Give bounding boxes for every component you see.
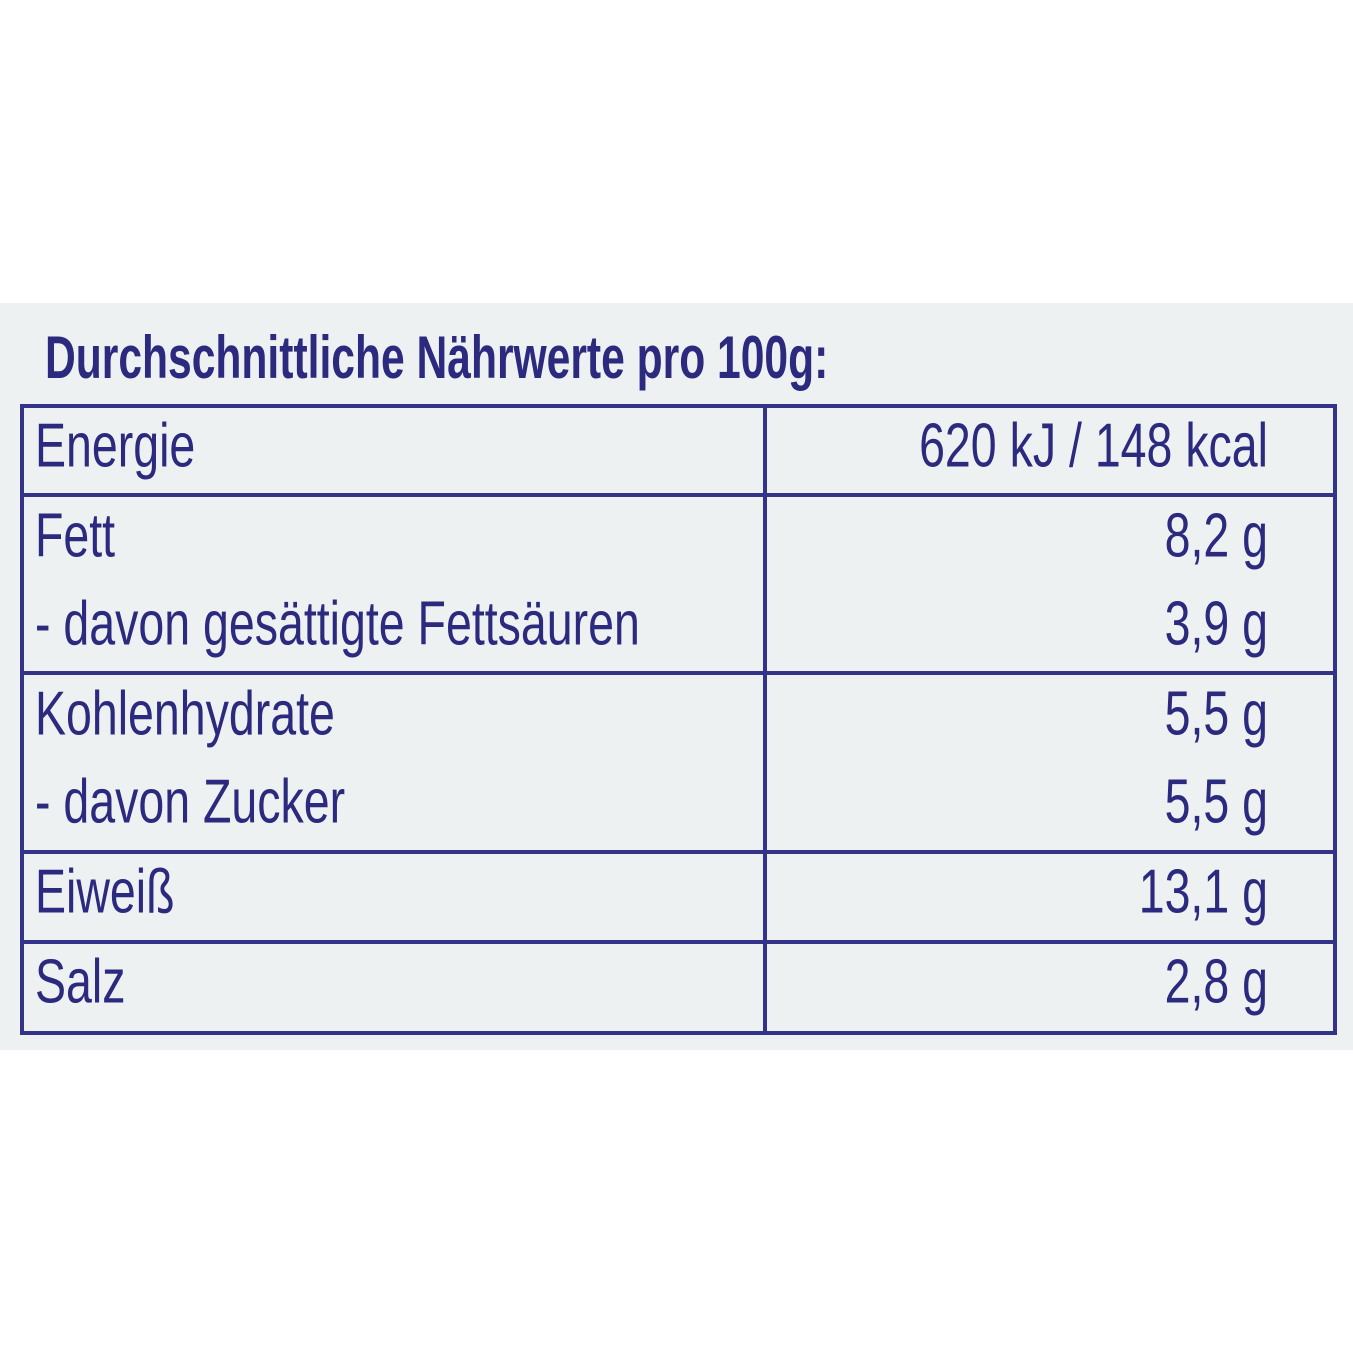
row-label: - davon gesättigte Fettsäuren	[35, 588, 640, 658]
table-frame	[20, 404, 1337, 1035]
row-value: 3,9 g	[1165, 588, 1268, 658]
row-label: Energie	[35, 410, 195, 480]
row-label: Salz	[35, 946, 125, 1016]
row-value: 5,5 g	[1165, 678, 1268, 748]
row-label: Kohlenhydrate	[35, 678, 335, 748]
table-body: Energie 620 kJ / 148 kcal Fett 8,2 g - davon…	[35, 410, 1268, 1016]
label-background	[0, 303, 1353, 1050]
row-value: 5,5 g	[1165, 766, 1268, 836]
table-title: Durchschnittliche Nährwerte pro 100g:	[45, 325, 828, 392]
row-value: 13,1 g	[1139, 856, 1268, 926]
row-label: Eiweiß	[35, 856, 175, 926]
row-label: Fett	[35, 500, 115, 570]
row-label: - davon Zucker	[35, 766, 345, 836]
row-value: 2,8 g	[1165, 946, 1268, 1016]
row-value: 620 kJ / 148 kcal	[919, 410, 1268, 480]
row-value: 8,2 g	[1165, 500, 1268, 570]
